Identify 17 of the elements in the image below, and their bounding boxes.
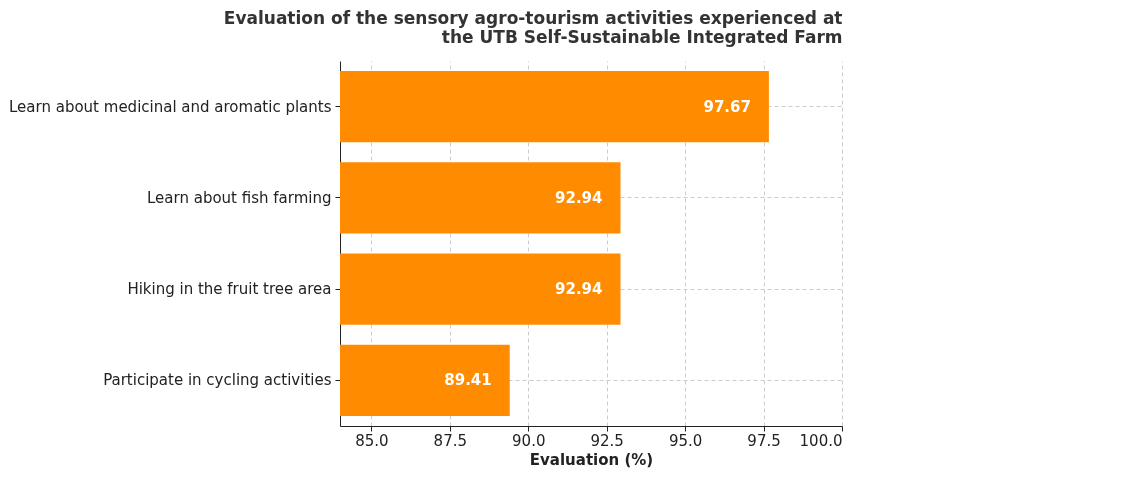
data-label: 92.94 [555,188,603,207]
x-tick-label: 85.0 [355,431,389,450]
chart-title: Evaluation of the sensory agro-tourism activities experienced at the UTB Self-Sustainable Integrated Farm [223,8,843,47]
y-tick-label: Learn about medicinal and aromatic plants [9,97,332,116]
x-tick-label: 100.0 [799,431,843,450]
data-label: 89.41 [444,371,492,390]
x-tick-label: 95.0 [668,431,703,450]
y-tick-label: Learn about fish farming [147,188,332,207]
x-tick-label: 92.5 [590,431,624,450]
data-label: 97.67 [703,97,751,116]
x-tick-label: 97.5 [747,431,781,450]
y-tick-label: Participate in cycling activities [103,371,332,390]
data-label: 92.94 [555,280,603,299]
x-axis-title: Evaluation (%) [529,450,654,469]
x-tick-label: 90.0 [512,431,546,450]
y-tick-label: Hiking in the fruit tree area [127,280,332,299]
x-tick-label: 87.5 [433,431,468,450]
